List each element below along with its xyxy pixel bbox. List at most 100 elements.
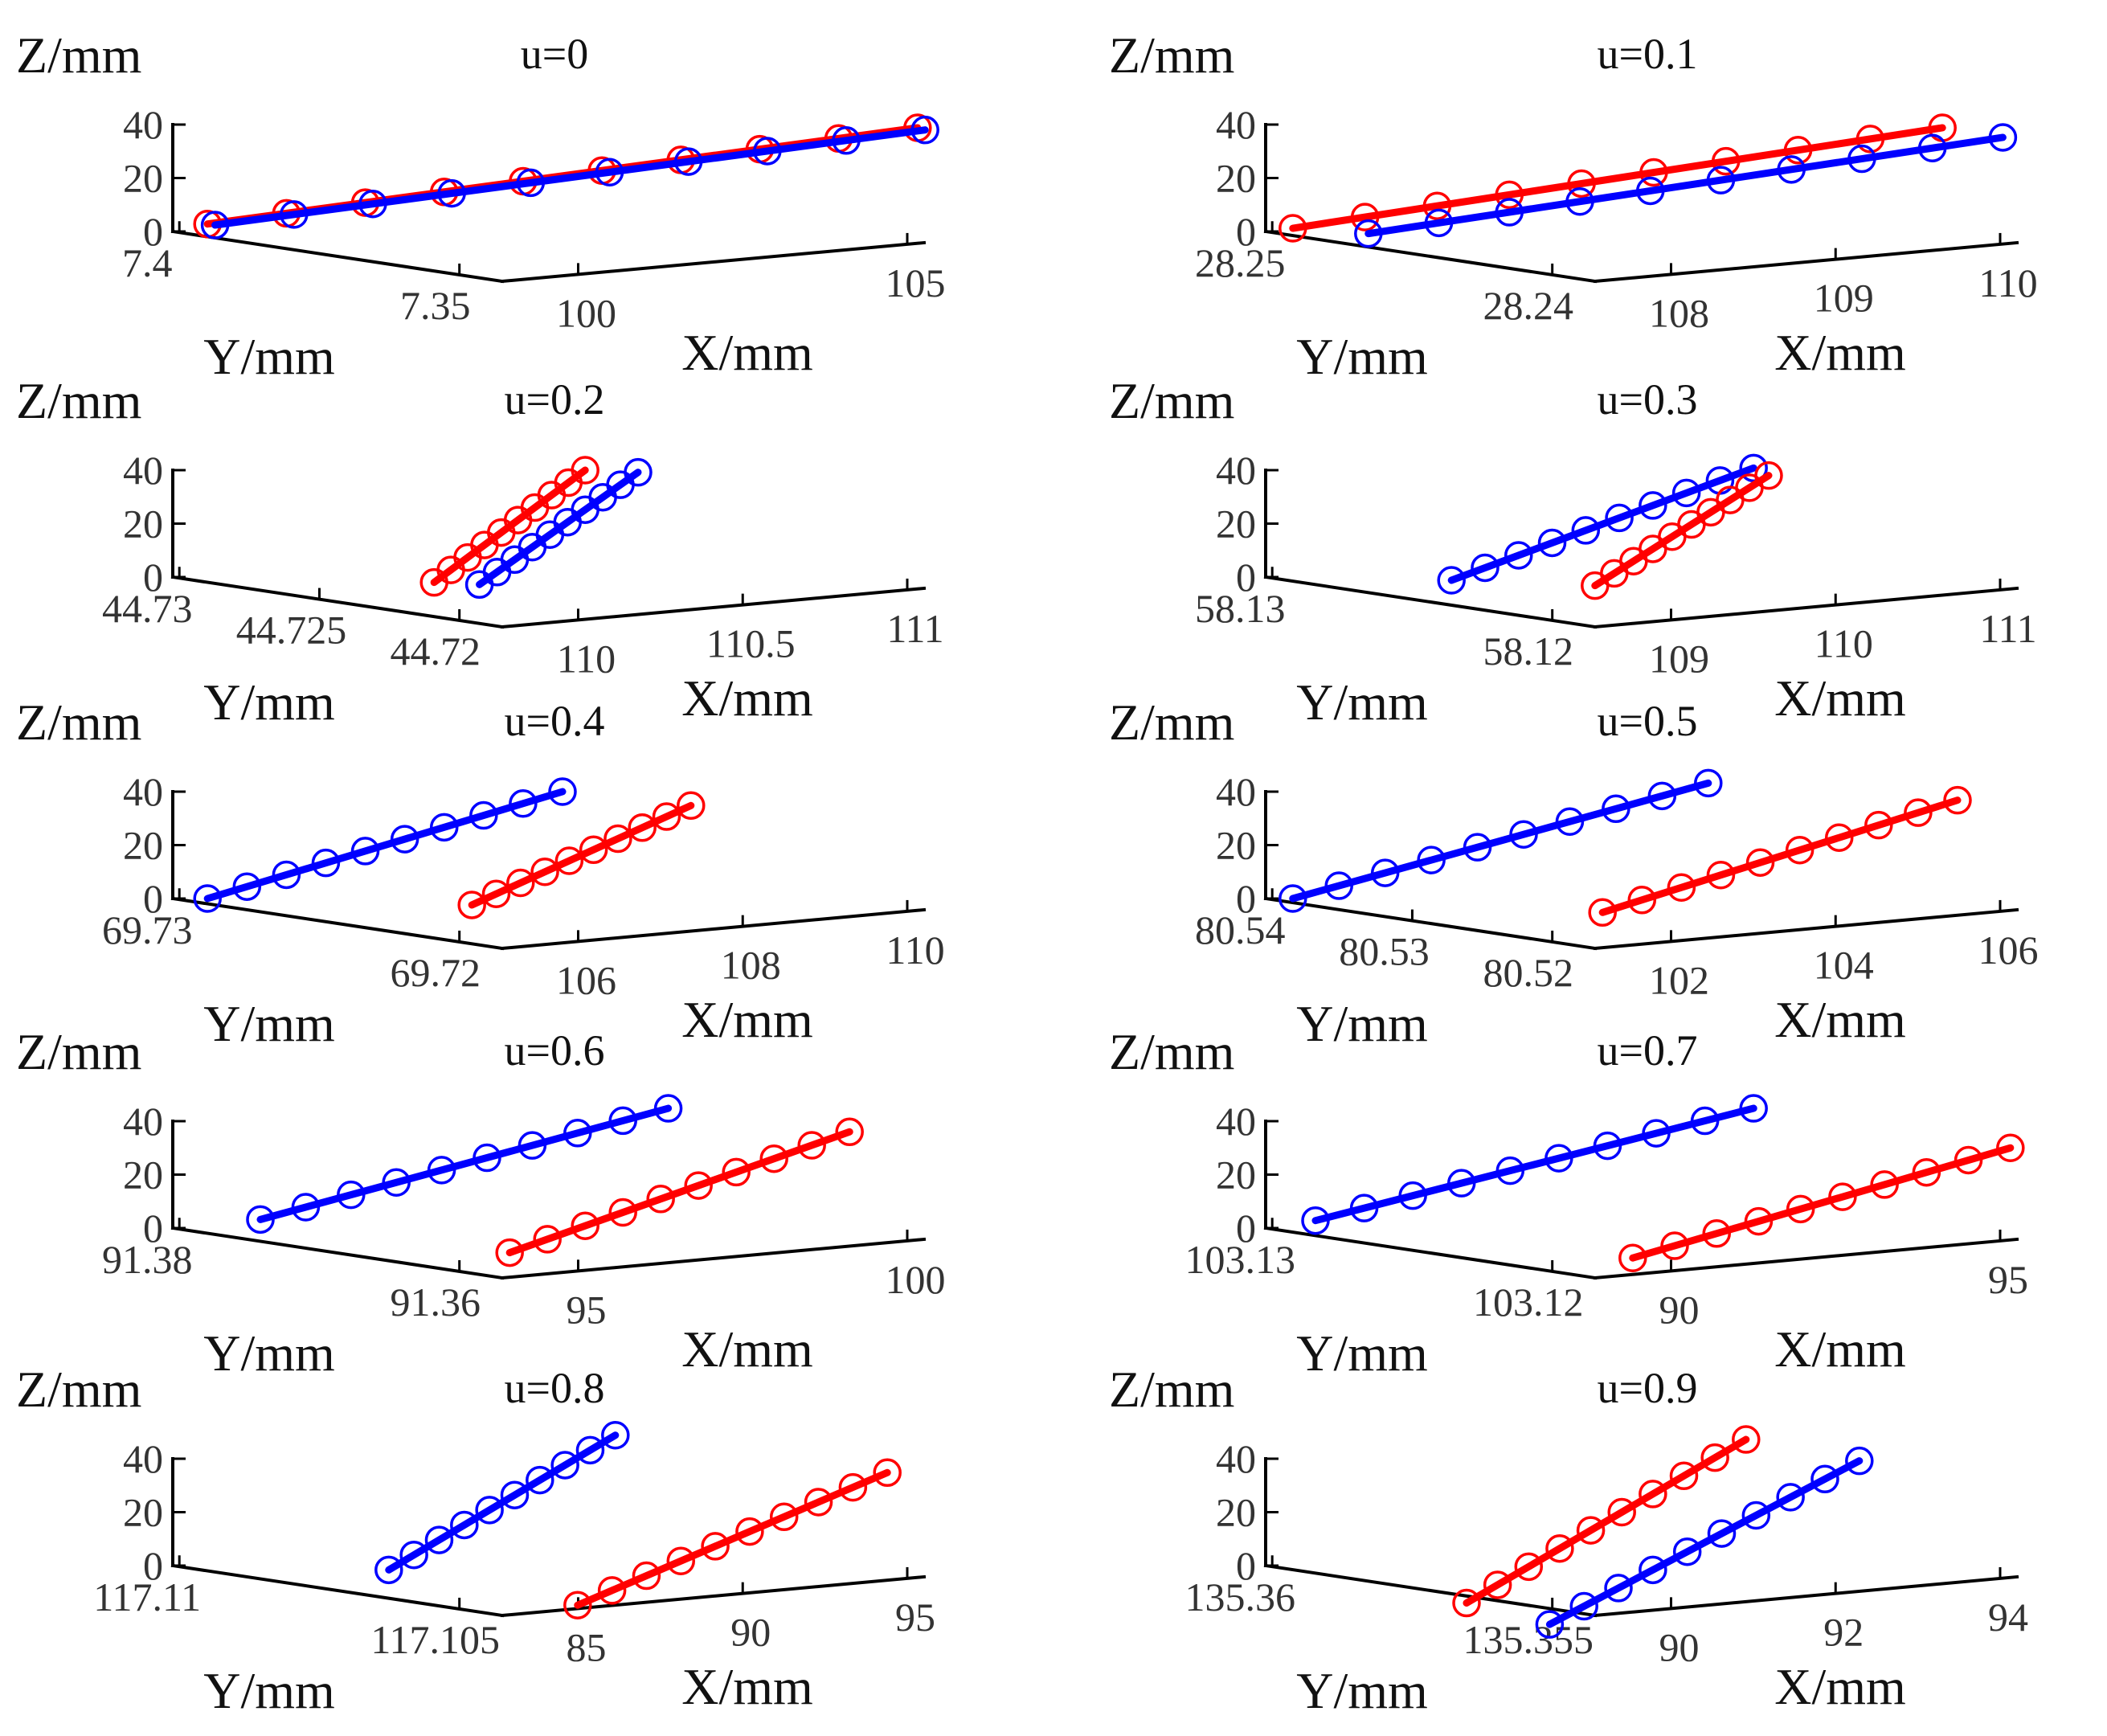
- series-marker-blue: [475, 1496, 504, 1525]
- x-axis: [1593, 907, 2019, 951]
- series-marker-blue: [280, 200, 309, 229]
- series-marker-red: [1870, 1170, 1899, 1199]
- series-marker-red: [1700, 1443, 1729, 1472]
- panel-0: 0 20 40 7.4 7.35 100 105 Z/mm Y/mm X/mm u=0: [16, 27, 946, 385]
- x-tick-label: 106: [1978, 927, 2039, 972]
- y-tick-label: 80.52: [1483, 950, 1573, 995]
- series-marker-blue: [1509, 820, 1538, 849]
- series-marker-red: [1669, 1461, 1699, 1491]
- series-line-red: [1463, 1435, 1750, 1607]
- panel-title: u=0.6: [505, 1026, 605, 1075]
- series-line-red: [1629, 1144, 2015, 1262]
- x-axis-label: X/mm: [681, 669, 813, 727]
- y-axis-label: Y/mm: [1296, 1662, 1428, 1719]
- series-marker-red: [1567, 169, 1596, 199]
- z-axis-label: Z/mm: [1109, 1023, 1234, 1080]
- panel-title: u=0.3: [1598, 375, 1698, 424]
- series-marker-red: [1706, 860, 1736, 890]
- panel-title: u=0.7: [1598, 1026, 1698, 1075]
- y-tick-label: 91.38: [102, 1237, 193, 1282]
- series-marker-blue: [595, 158, 624, 187]
- series-marker-blue: [1324, 871, 1353, 900]
- series-marker-red: [533, 1225, 562, 1254]
- z-tick-label: 0: [143, 1543, 163, 1588]
- series-marker-blue: [1917, 133, 1947, 163]
- x-tick-label: 90: [730, 1610, 771, 1655]
- series-line-blue: [203, 788, 567, 903]
- x-tick-label: 108: [1649, 290, 1709, 335]
- series-marker-red: [838, 1472, 868, 1502]
- series-marker-blue: [1707, 1519, 1737, 1548]
- y-axis-label: Y/mm: [1296, 674, 1428, 731]
- series-marker-red: [597, 1576, 627, 1605]
- series-line-blue: [385, 1431, 620, 1574]
- series-marker-red: [628, 813, 657, 842]
- panel-title: u=0.9: [1598, 1364, 1698, 1412]
- series-marker-blue: [1777, 155, 1806, 184]
- series-marker-red: [1660, 1231, 1689, 1260]
- series-marker-red: [495, 1238, 524, 1267]
- panel-1: 0 20 40 28.25 28.24 108 109 110 Z/mm Y/mm X/mm u=0.…: [1109, 27, 2038, 385]
- x-axis-label: X/mm: [1774, 669, 1906, 727]
- series-marker-blue: [1605, 503, 1634, 533]
- series-marker-blue: [500, 1480, 530, 1509]
- z-tick-label: 20: [123, 502, 163, 547]
- series-marker-red: [1639, 1480, 1667, 1509]
- panel-title: u=0: [521, 30, 588, 78]
- series-marker-red: [1745, 848, 1775, 877]
- series-marker-blue: [1604, 1574, 1633, 1603]
- series-marker-red: [1576, 1516, 1606, 1545]
- series-line-blue: [211, 126, 929, 229]
- series-marker-blue: [1593, 1131, 1622, 1161]
- z-tick-label: 40: [123, 769, 163, 814]
- y-axis: [1263, 1563, 1598, 1618]
- series-marker-red: [1483, 1570, 1512, 1599]
- panel-title: u=0.8: [505, 1364, 605, 1412]
- panel-7: 0 20 40 103.13 103.12 90 95 Z/mm Y/mm X/mm u=0.7: [1109, 1023, 2028, 1382]
- x-axis-label: X/mm: [681, 324, 813, 381]
- series-marker-blue: [1639, 491, 1667, 520]
- series-marker-red: [677, 791, 706, 821]
- series-marker-blue: [291, 1193, 321, 1222]
- series-marker-blue: [509, 789, 538, 818]
- series-marker-red: [1754, 461, 1783, 490]
- series-marker-blue: [1301, 1206, 1330, 1235]
- series-marker-red: [1904, 798, 1933, 827]
- y-axis: [170, 575, 505, 629]
- x-axis: [1593, 240, 2019, 284]
- z-tick-label: 40: [123, 102, 163, 147]
- series-marker-blue: [1471, 553, 1499, 583]
- series-marker-blue: [1706, 166, 1736, 194]
- series-marker-blue: [1741, 1501, 1771, 1530]
- series-marker-blue: [1354, 219, 1383, 248]
- series-marker-blue: [832, 126, 861, 155]
- panel-8: 0 20 40 117.11 117.105 85 90 95 Z/mm Y/mm X/mm u=0.…: [16, 1361, 935, 1719]
- y-tick-label: 28.24: [1483, 283, 1573, 328]
- panel-2: 0 20 40 44.73 44.725 44.72 110 110.5 111 Z/mm Y/mm…: [16, 372, 944, 731]
- series-marker-blue: [1571, 516, 1601, 545]
- panel-title: u=0.2: [505, 375, 605, 424]
- series-marker-blue: [1847, 144, 1876, 174]
- panel-title: u=0.5: [1598, 697, 1698, 745]
- y-tick-label: 69.72: [390, 950, 481, 995]
- series-marker-blue: [673, 147, 703, 176]
- series-marker-red: [608, 1198, 637, 1227]
- x-axis: [500, 1237, 927, 1280]
- x-axis: [500, 1574, 927, 1618]
- series-marker-blue: [608, 1106, 637, 1136]
- y-tick-label: 69.73: [102, 907, 193, 952]
- x-tick-label: 111: [1979, 606, 2036, 651]
- series-marker-blue: [473, 1143, 501, 1173]
- y-tick-label: 44.72: [390, 628, 481, 674]
- series-marker-blue: [1565, 187, 1594, 216]
- y-tick-label: 135.36: [1184, 1574, 1295, 1619]
- series-marker-blue: [753, 137, 782, 166]
- series-marker-blue: [337, 1180, 366, 1210]
- y-tick-label: 44.73: [102, 586, 193, 631]
- x-tick-label: 110: [1978, 260, 2037, 305]
- series-marker-blue: [437, 178, 466, 208]
- z-tick-label: 20: [123, 823, 163, 868]
- z-axis-label: Z/mm: [16, 1023, 141, 1080]
- z-tick-label: 20: [1216, 502, 1256, 547]
- panel-9: 0 20 40 135.36 135.355 90 92 94 Z/mm Y/mm X/mm u=0.…: [1109, 1361, 2028, 1719]
